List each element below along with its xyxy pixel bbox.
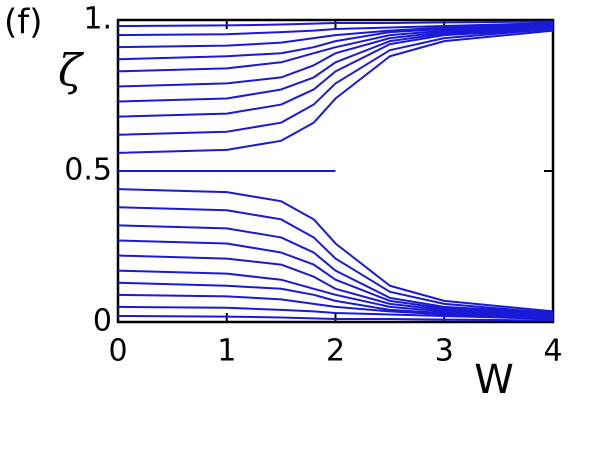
curve xyxy=(117,28,554,118)
curve xyxy=(117,206,554,314)
x-axis-label: W xyxy=(474,357,514,403)
y-tick-label: 0 xyxy=(93,304,112,339)
curve xyxy=(117,23,554,49)
curve xyxy=(117,281,554,317)
curve xyxy=(117,188,554,313)
curve xyxy=(117,22,554,37)
panel-label: (f) xyxy=(4,3,43,43)
x-tick-label: 4 xyxy=(543,334,562,369)
curve xyxy=(117,269,554,317)
curve xyxy=(117,305,554,320)
x-tick-label: 3 xyxy=(435,334,454,369)
curve xyxy=(117,314,554,322)
curve xyxy=(117,20,554,28)
curve xyxy=(117,29,554,154)
curve xyxy=(117,254,554,316)
y-tick-label: 0.5 xyxy=(64,153,112,188)
y-tick-label: 1. xyxy=(83,2,112,37)
x-tick-label: 2 xyxy=(326,334,345,369)
y-axis-label: ζ xyxy=(58,46,85,97)
curve xyxy=(117,26,554,88)
x-tick-label: 1 xyxy=(217,334,236,369)
curve xyxy=(117,224,554,314)
curve xyxy=(117,25,554,73)
curve xyxy=(117,26,554,103)
curve xyxy=(117,239,554,316)
curve xyxy=(117,293,554,319)
curve xyxy=(117,28,554,136)
x-tick-label: 0 xyxy=(108,334,127,369)
curve xyxy=(117,25,554,61)
